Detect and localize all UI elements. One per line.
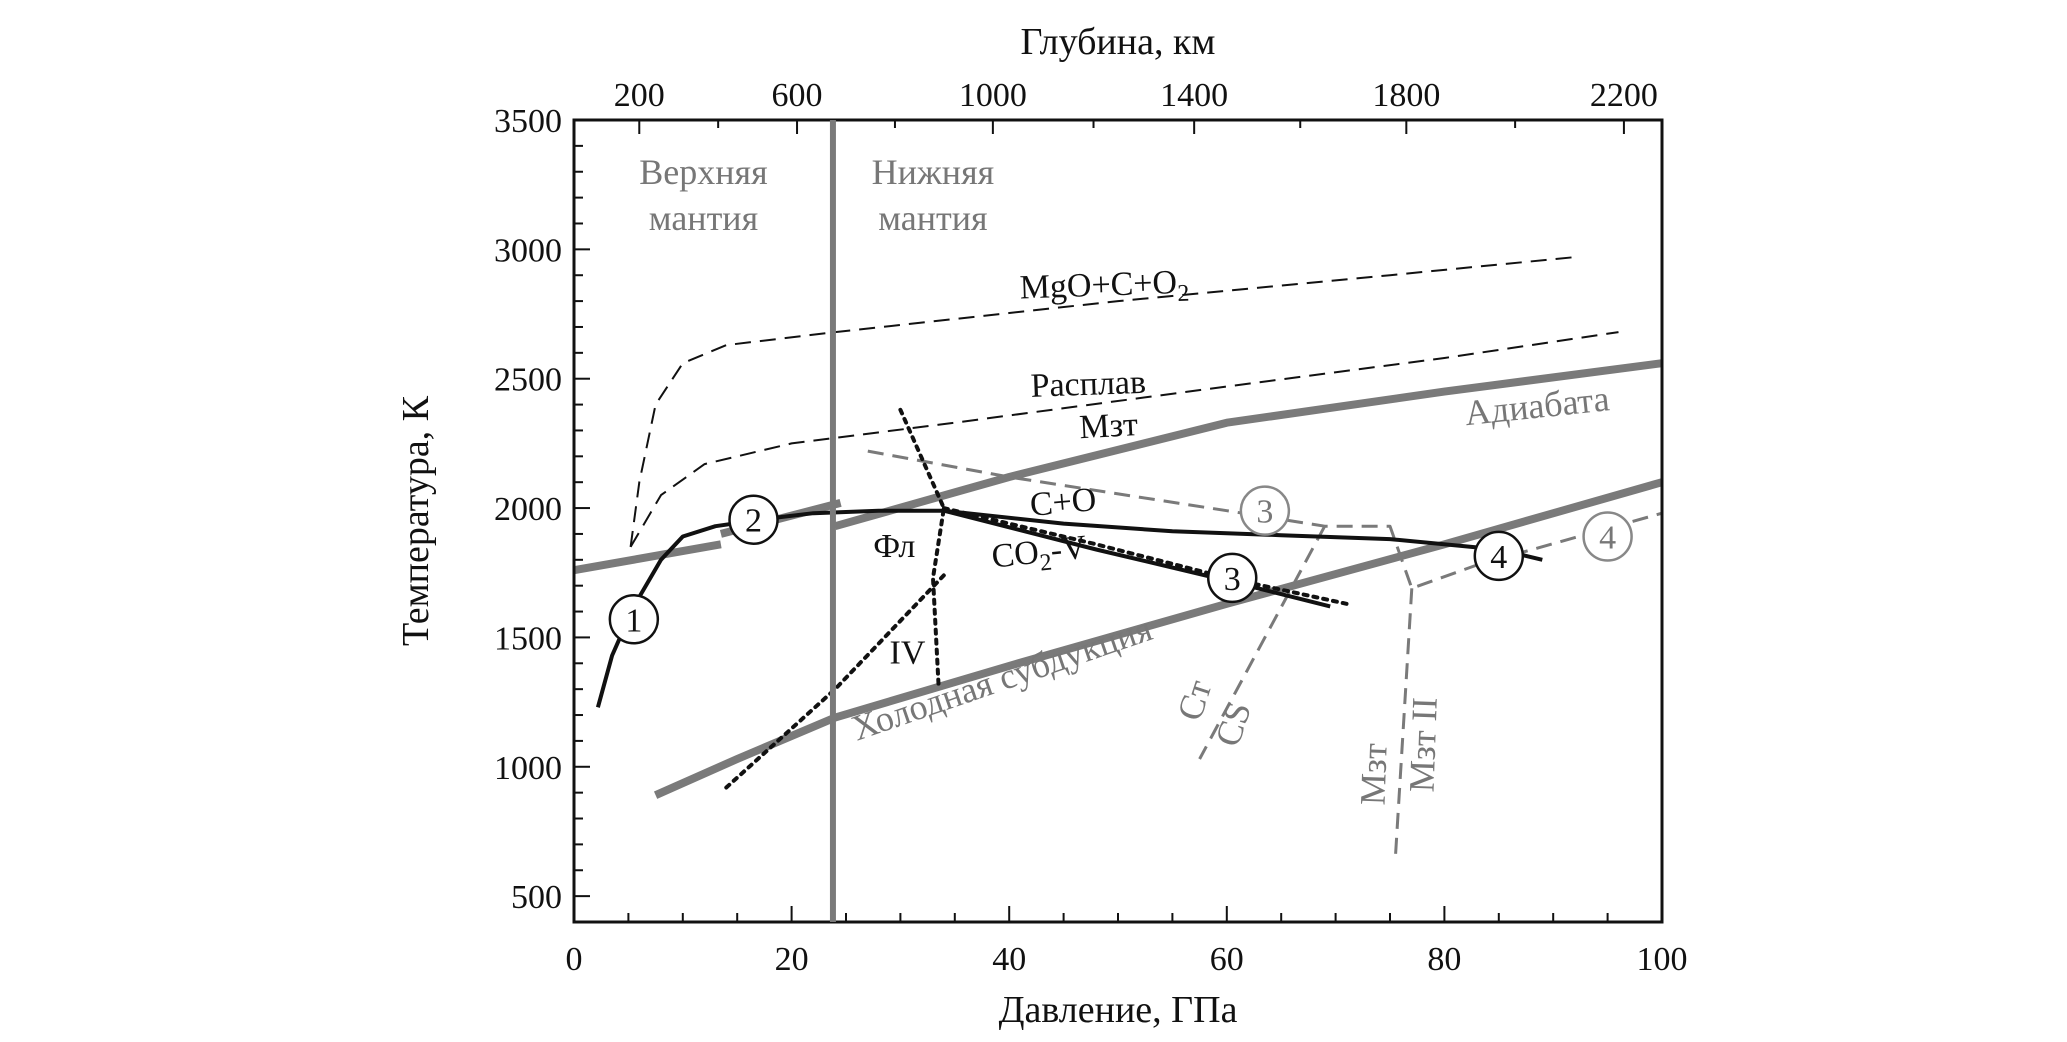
y-tick-label: 1500 [494,620,562,657]
circled-marker-2: 2 [728,494,779,545]
circled-marker-1: 1 [608,594,660,645]
circled-marker-4: 4 [1473,530,1525,582]
x-tick-label: 80 [1427,941,1461,978]
series-line-адиабата [573,540,722,575]
top-tick-label: 200 [614,77,665,114]
x-tick-label: 0 [566,941,583,978]
y-axis-title: Температура, К [395,395,437,646]
top-tick-label: 1800 [1372,77,1440,114]
series-line-ст-cs [1198,525,1327,760]
top-tick-label: 600 [772,77,823,114]
upper-mantle-label: мантия [649,198,758,238]
svg-text:4: 4 [1599,520,1616,557]
annotation-label: CO2-V [990,529,1090,582]
circled-marker-3: 3 [1206,552,1258,604]
series-line-c-o [595,508,1543,708]
annotation-label: Cт [1169,675,1219,725]
series-line-мзт [867,449,1663,590]
annotation-label: C+O [1028,481,1097,524]
top-tick-label: 2200 [1590,77,1658,114]
svg-text:3: 3 [1224,561,1241,598]
annotation-label: Расплав [1030,364,1147,405]
y-tick-label: 1000 [494,750,562,787]
svg-text:3: 3 [1256,494,1273,531]
x-tick-label: 20 [775,941,809,978]
annotation-label: CS [1207,697,1259,751]
annotation-label: IV [890,634,926,671]
circled-marker-3: 3 [1239,485,1291,536]
top-tick-label: 1000 [959,77,1027,114]
circled-marker-4: 4 [1582,511,1633,562]
top-axis-title: Глубина, км [1021,21,1216,63]
series-line-c-o [943,508,1331,609]
y-tick-label: 500 [511,879,562,916]
x-tick-label: 100 [1637,941,1688,978]
series-line-iv [724,573,946,790]
series-line-адиабата [834,359,1663,531]
y-tick-label: 2000 [494,491,562,528]
series-line-расплав [629,331,1619,548]
lower-mantle-label: мантия [878,198,987,238]
annotation-label: Мзт [1353,742,1395,806]
y-tick-label: 3500 [494,103,562,140]
lower-mantle-label: Нижняя [872,152,995,192]
x-axis-title: Давление, ГПа [999,989,1238,1031]
y-tick-label: 2500 [494,362,562,399]
annotation-label: Мзт [1078,406,1139,446]
svg-text:2: 2 [745,503,762,540]
series-line-мзт-ii [1393,588,1414,858]
upper-mantle-label: Верхняя [639,152,767,192]
series-line-co2-v [941,506,1349,606]
annotation-label: Фл [873,528,915,565]
x-tick-label: 60 [1210,941,1244,978]
svg-text:4: 4 [1490,539,1507,576]
annotation-label: Мзт II [1402,697,1445,793]
y-tick-label: 3000 [494,232,562,269]
series-line-фл [898,407,946,686]
svg-text:1: 1 [625,602,642,639]
x-tick-label: 40 [992,941,1026,978]
annotation-label: MgO+C+O2 [1019,264,1190,313]
top-tick-label: 1400 [1160,77,1228,114]
